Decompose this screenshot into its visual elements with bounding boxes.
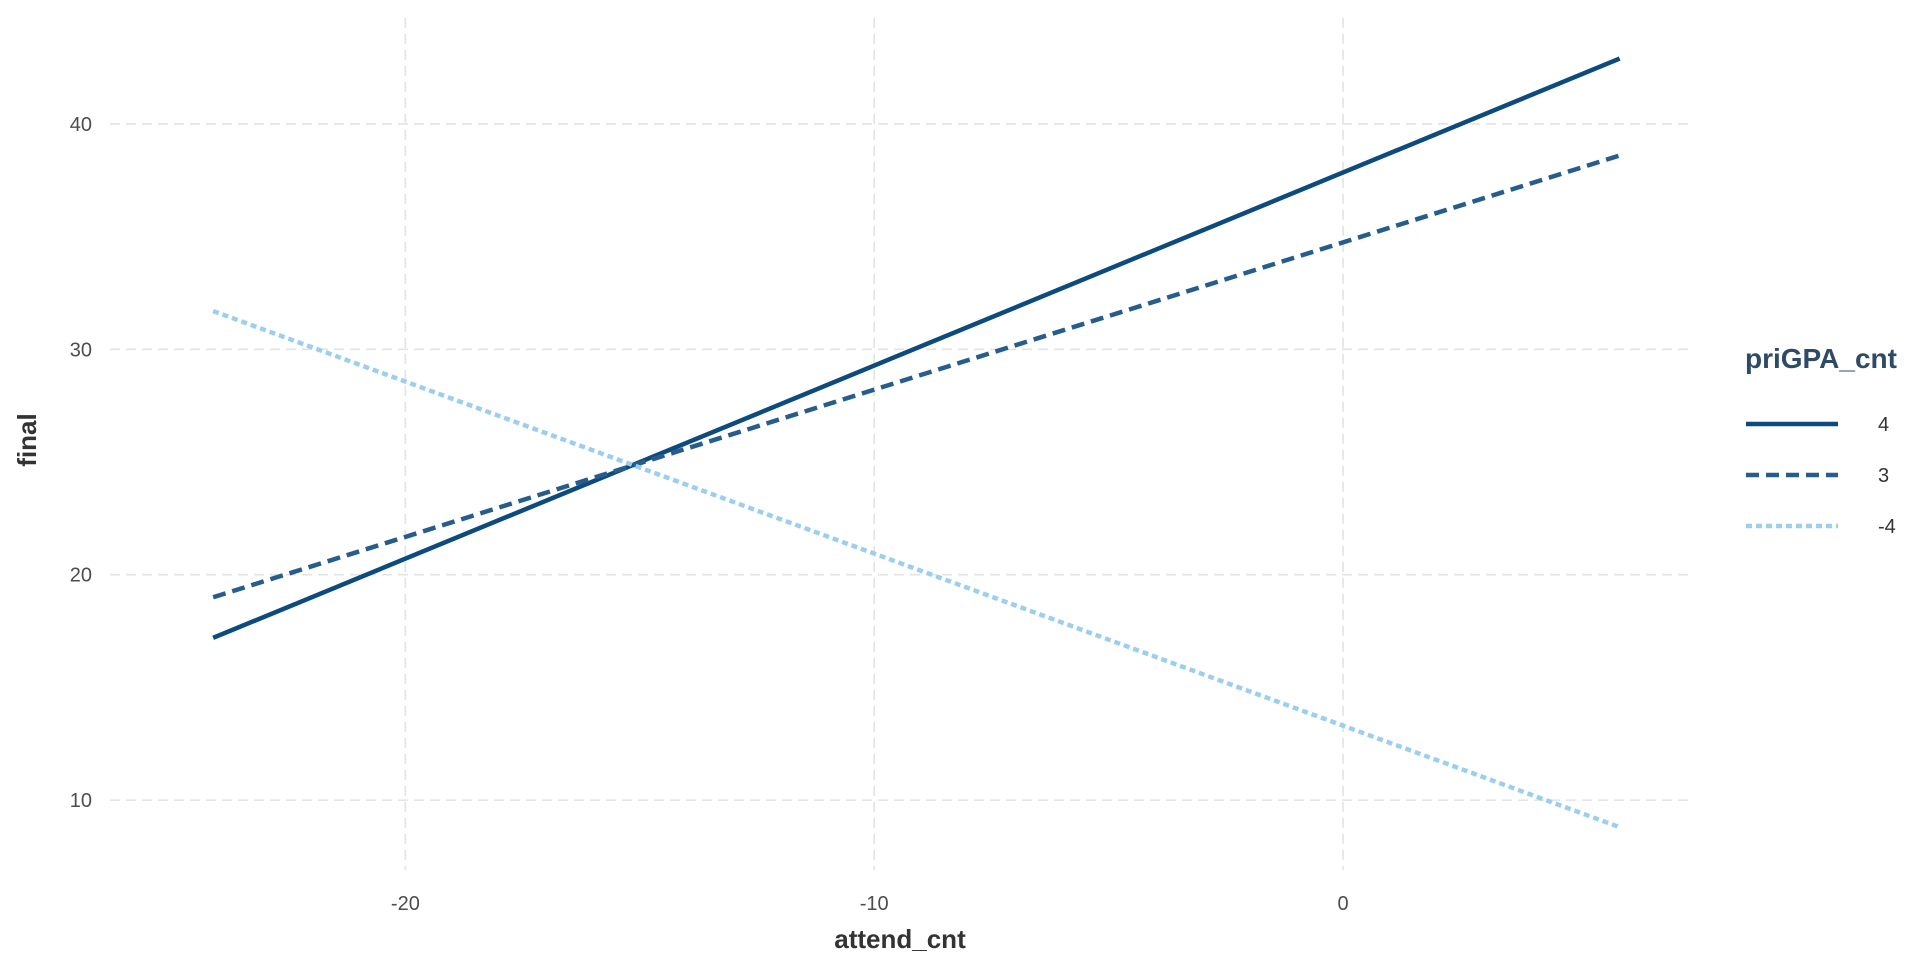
legend: priGPA_cnt 4 3 -4	[1745, 343, 1897, 538]
y-axis-title: final	[12, 413, 42, 466]
grid	[110, 18, 1690, 870]
legend-label: 3	[1878, 465, 1889, 487]
x-tick-label: 0	[1337, 893, 1348, 915]
y-axis-ticks: 10 20 30 40	[70, 114, 92, 812]
legend-item: 3	[1746, 465, 1889, 487]
y-tick-label: 10	[70, 790, 92, 812]
x-tick-label: -10	[860, 893, 889, 915]
y-tick-label: 30	[70, 339, 92, 361]
series-line-0	[212, 56, 1621, 640]
y-tick-label: 20	[70, 565, 92, 587]
legend-title: priGPA_cnt	[1745, 343, 1897, 374]
series-line-2	[212, 308, 1621, 830]
legend-item: -4	[1746, 516, 1896, 538]
legend-item: 4	[1746, 414, 1889, 436]
x-axis-ticks: -20 -10 0	[391, 893, 1349, 915]
series-line-1	[212, 153, 1621, 600]
legend-label: -4	[1878, 516, 1896, 538]
legend-label: 4	[1878, 414, 1889, 436]
x-axis-title: attend_cnt	[834, 924, 966, 954]
x-tick-label: -20	[391, 893, 420, 915]
y-tick-label: 40	[70, 114, 92, 136]
series-lines	[212, 56, 1621, 830]
